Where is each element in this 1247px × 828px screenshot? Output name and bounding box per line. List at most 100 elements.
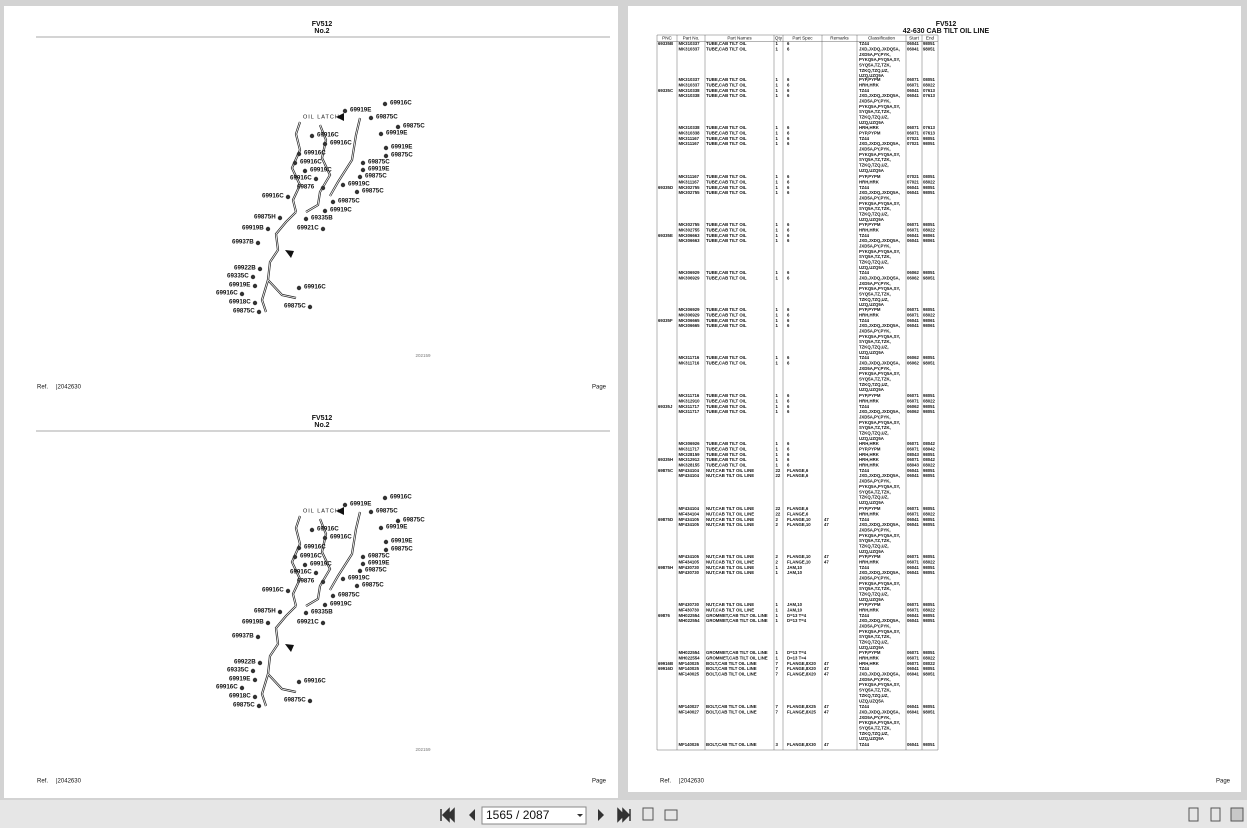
cell-class: PYKQ5A,PYQ5A,SY, xyxy=(859,581,900,586)
cell-start: 07021 xyxy=(907,179,920,184)
cell-part-no: MK311167 xyxy=(679,141,700,146)
fitting xyxy=(340,576,346,582)
cell-spec: JAM,10 xyxy=(787,602,803,607)
fitting xyxy=(252,300,258,306)
cell-end: 08022 xyxy=(923,398,936,403)
cell-part-no: MF434104 xyxy=(679,506,700,511)
cell-remarks: 47 xyxy=(824,704,829,709)
cell-end: 08022 xyxy=(923,312,936,317)
cell-qty: 1 xyxy=(776,613,779,618)
cell-part-name: TUBE,CAB TILT OIL xyxy=(706,222,747,227)
page-input[interactable] xyxy=(481,806,587,825)
cell-part-no: MK311716 xyxy=(679,360,700,365)
cell-class: JXD,JXDQ,JXDQ5A, xyxy=(859,672,900,677)
cell-start: 06041 xyxy=(907,473,920,478)
cell-qty: 1 xyxy=(776,82,779,87)
fitting xyxy=(322,141,328,147)
next-page-button[interactable] xyxy=(598,809,604,821)
last-page-button[interactable] xyxy=(617,807,631,823)
cell-spec: 6 xyxy=(787,227,790,232)
arrow xyxy=(336,507,344,515)
cell-start: 06071 xyxy=(907,661,920,666)
cell-qty: 1 xyxy=(776,409,779,414)
cell-part-name: TUBE,CAB TILT OIL xyxy=(706,185,747,190)
cell-part-no: MK306929 xyxy=(679,270,701,275)
part-label: 69875H xyxy=(254,214,276,221)
cell-part-no: MF430730 xyxy=(679,607,700,612)
cell-class: UZQ,UZQ5A xyxy=(859,350,884,355)
cell-class: TZKQ,TZQ,UZ, xyxy=(859,212,889,217)
facing-view-button[interactable] xyxy=(1230,807,1244,822)
cell-class: HRH,HRK xyxy=(859,179,880,184)
cell-start: 06071 xyxy=(907,446,920,451)
cell-spec: 6 xyxy=(787,222,790,227)
cell-qty: 1 xyxy=(776,393,779,398)
fitting xyxy=(285,588,291,594)
cell-class: JXD,JXDQ,JXDQ5A, xyxy=(859,360,900,365)
fitting xyxy=(296,545,302,551)
cell-part-no: MK306665 xyxy=(679,318,701,323)
cell-class: UZQ,UZQ5A xyxy=(859,698,884,703)
cell-end: 98051 xyxy=(923,307,936,312)
cell-part-no: MK302755 xyxy=(679,190,701,195)
sheet-title: 42-630 CAB TILT OIL LINE xyxy=(903,28,990,35)
view-two-page-button[interactable] xyxy=(642,807,654,821)
cell-part-no: MF434105 xyxy=(679,522,700,527)
part-label: 69919C xyxy=(348,181,370,188)
fitting xyxy=(309,133,315,139)
cell-spec: 6 xyxy=(787,452,790,457)
part-label: 69875C xyxy=(403,123,425,130)
part-label: 69919C xyxy=(310,561,332,568)
cell-end: 08022 xyxy=(923,607,936,612)
cell-start: 06071 xyxy=(907,602,920,607)
cell-part-no: MH022554 xyxy=(679,618,701,623)
fitting xyxy=(395,518,401,524)
part-label: 69919B xyxy=(242,619,264,626)
cell-start: 06041 xyxy=(907,570,920,575)
cell-part-name: NUT,CAB TILT OIL LINE xyxy=(706,506,754,511)
cell-start: 08043 xyxy=(907,463,920,468)
cell-end: 98061 xyxy=(923,233,936,238)
single-view-button[interactable] xyxy=(1188,807,1199,822)
cell-remarks: 47 xyxy=(824,522,829,527)
first-page-button[interactable] xyxy=(440,807,455,823)
view-continuous-button[interactable] xyxy=(664,809,678,821)
cell-part-name: TUBE,CAB TILT OIL xyxy=(706,323,747,328)
cell-class: SYQ5A,TZ,TZK, xyxy=(859,425,891,430)
cell-class: HRH,HRK xyxy=(859,441,880,446)
cell-part-no: MK306929 xyxy=(679,312,701,317)
part-label: 69916C xyxy=(330,534,352,541)
cell-qty: 1 xyxy=(776,190,779,195)
cell-class: PYP,PYPM xyxy=(859,174,881,179)
cell-class: TZ44 xyxy=(859,41,870,46)
sheet-header: FV512 xyxy=(936,21,957,28)
cell-start: 06071 xyxy=(907,506,920,511)
cell-qty: 1 xyxy=(776,130,779,135)
column-header: Start xyxy=(909,36,919,41)
fitting xyxy=(252,694,258,700)
page-dropdown[interactable] xyxy=(577,814,583,817)
left-page xyxy=(4,6,618,798)
cell-class: HRH,HRK xyxy=(859,125,880,130)
cell-class: PYP,PYPM xyxy=(859,446,881,451)
scroll-view-button[interactable] xyxy=(1210,807,1221,822)
cell-part-name: TUBE,CAB TILT OIL xyxy=(706,179,747,184)
cell-part-no: MH022554 xyxy=(679,650,701,655)
cell-spec: 6 xyxy=(787,360,790,365)
cell-spec: 6 xyxy=(787,323,790,328)
cell-start: 06041 xyxy=(907,233,920,238)
cell-qty: 1 xyxy=(776,275,779,280)
drawing-number: 202159 xyxy=(415,353,431,358)
cell-class: TZKQ,TZQ,UZ, xyxy=(859,592,889,597)
column-header: Classification xyxy=(868,36,896,41)
cell-spec: FLANGE,10 xyxy=(787,517,811,522)
prev-page-button[interactable] xyxy=(469,809,475,821)
cell-start: 06041 xyxy=(907,672,920,677)
cell-spec: FLANGE,6 xyxy=(787,506,809,511)
cell-part-name: TUBE,CAB TILT OIL xyxy=(706,446,747,451)
cell-spec: JAM,10 xyxy=(787,570,803,575)
cell-part-no: MF140025 xyxy=(679,661,700,666)
part-label: 69918C xyxy=(229,299,251,306)
cell-spec: 6 xyxy=(787,463,790,468)
